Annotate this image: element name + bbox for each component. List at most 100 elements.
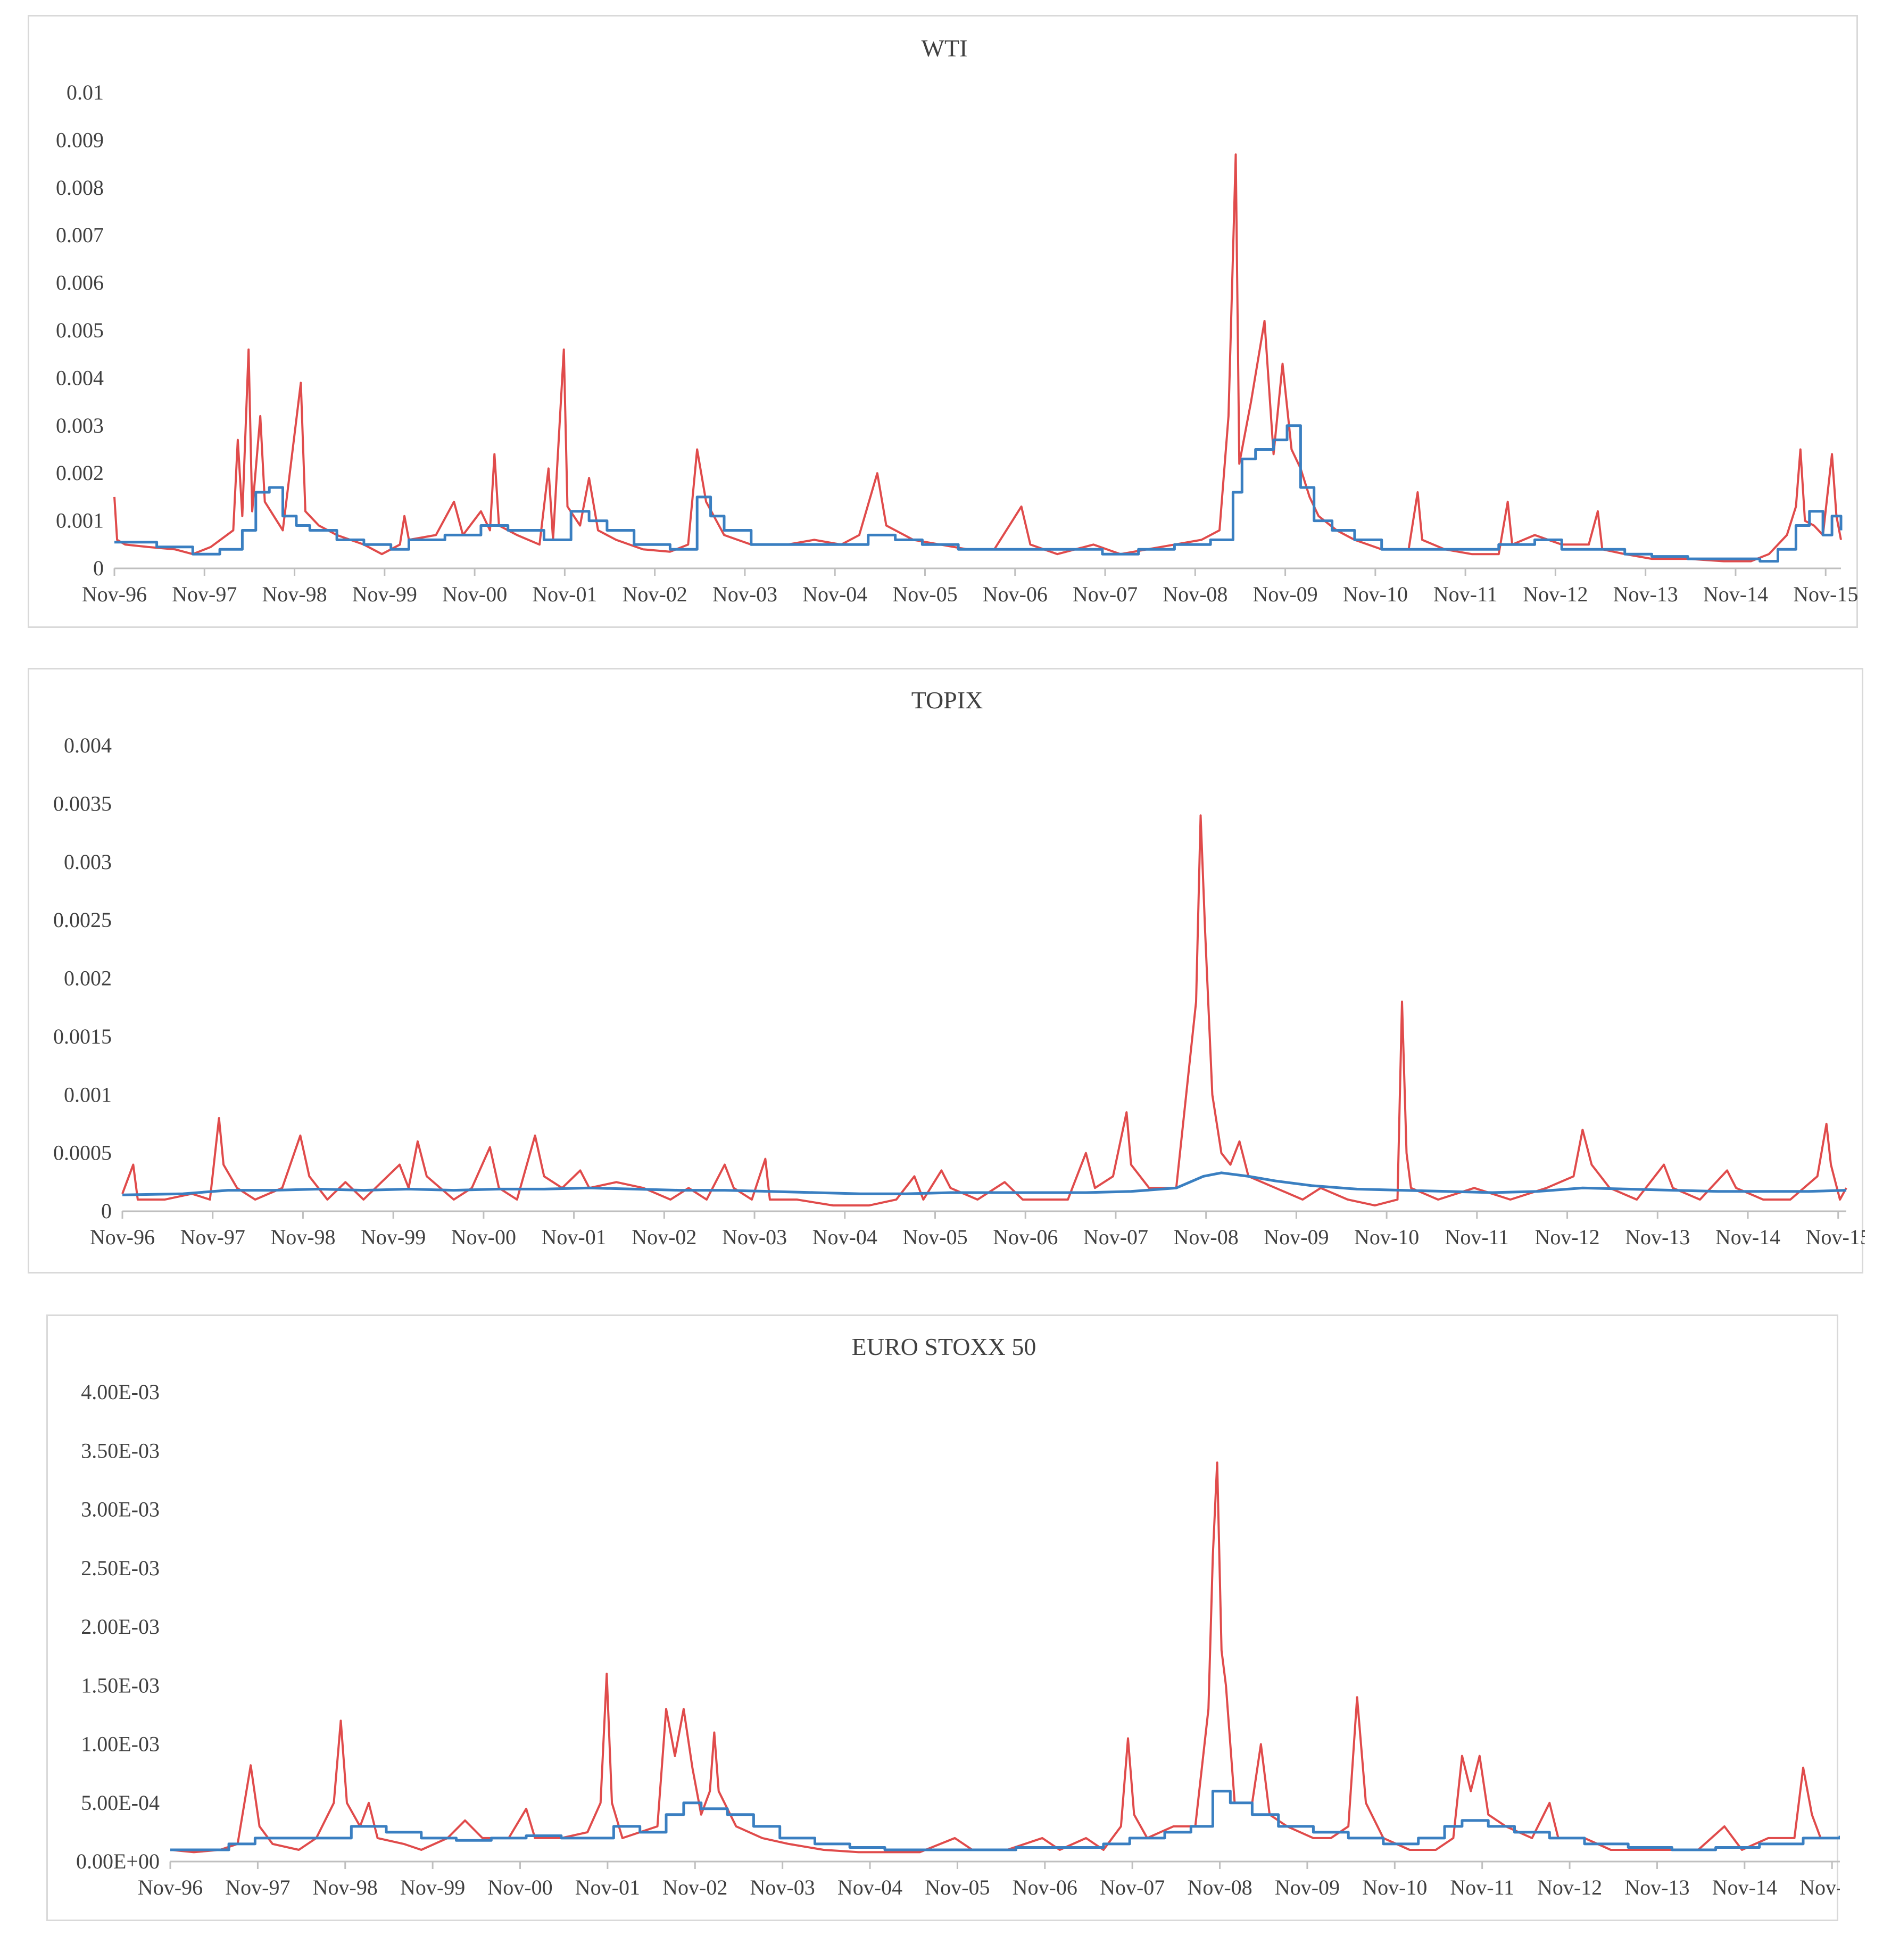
euro-stoxx-50-x-tick-label: Nov-07 <box>1100 1875 1165 1899</box>
topix-x-tick-label: Nov-98 <box>270 1225 335 1249</box>
euro-stoxx-50-x-tick-label: Nov-02 <box>662 1875 727 1899</box>
euro-stoxx-50-title: EURO STOXX 50 <box>852 1333 1036 1360</box>
euro-stoxx-50-x-tick-label: Nov-09 <box>1275 1875 1340 1899</box>
topix-x-tick-label: Nov-03 <box>722 1225 787 1249</box>
euro-stoxx-50-x-tick-label: Nov-05 <box>925 1875 990 1899</box>
wti-x-tick-label: Nov-10 <box>1343 582 1408 606</box>
topix-x-tick-label: Nov-01 <box>542 1225 607 1249</box>
chart-panel-wti: WTI 0 0.001 0.002 0.003 0.004 0.005 0.006 0.007 0… <box>28 15 1858 628</box>
euro-stoxx-50-x-tick-label: Nov-00 <box>487 1875 552 1899</box>
wti-x-tick-label: Nov-04 <box>802 582 867 606</box>
wti-x-tick-label: Nov-13 <box>1613 582 1678 606</box>
chart-topix: TOPIX 0 0.0005 0.001 0.0015 0.002 0.0025 0.003 0… <box>53 687 1865 1249</box>
euro-stoxx-50-x-tick-label: Nov-97 <box>225 1875 290 1899</box>
topix-title: TOPIX <box>911 687 983 714</box>
wti-y-tick-label: 0.008 <box>56 176 104 200</box>
euro-stoxx-50-y-tick-label: 5.00E-04 <box>81 1791 160 1815</box>
topix-x-tick-label: Nov-08 <box>1174 1225 1239 1249</box>
euro-stoxx-50-y-tick-label: 1.00E-03 <box>81 1732 160 1756</box>
euro-stoxx-50-y-tick-label: 2.50E-03 <box>81 1556 160 1580</box>
chart-panel-topix: TOPIX 0 0.0005 0.001 0.0015 0.002 0.0025 0.003 0… <box>28 668 1865 1273</box>
topix-x-tick-label: Nov-09 <box>1264 1225 1329 1249</box>
euro-stoxx-50-x-tick-label: Nov-96 <box>138 1875 203 1899</box>
euro-stoxx-50-y-tick-label: 3.50E-03 <box>81 1438 160 1462</box>
topix-x-tick-label: Nov-04 <box>812 1225 877 1249</box>
euro-stoxx-50-x-tick-label: Nov-11 <box>1450 1875 1514 1899</box>
topix-x-tick-label: Nov-05 <box>902 1225 967 1249</box>
topix-x-tick-label: Nov-97 <box>180 1225 245 1249</box>
wti-x-tick-label: Nov-12 <box>1523 582 1588 606</box>
wti-x-tick-label: Nov-98 <box>262 582 327 606</box>
topix-x-tick-label: Nov-07 <box>1083 1225 1148 1249</box>
topix-y-tick-label: 0.003 <box>64 850 112 874</box>
topix-series-blue-line <box>122 1171 1847 1196</box>
wti-y-tick-label: 0.001 <box>56 509 104 533</box>
wti-x-tick-label: Nov-06 <box>983 582 1048 606</box>
euro-stoxx-50-series-red-line <box>170 1461 1840 1854</box>
euro-stoxx-50-x-tick-label: Nov-01 <box>575 1875 640 1899</box>
wti-x-tick-label: Nov-11 <box>1433 582 1498 606</box>
wti-y-tick-label: 0 <box>93 556 104 580</box>
euro-stoxx-50-y-tick-label: 2.00E-03 <box>81 1615 160 1639</box>
topix-x-tick-label: Nov-99 <box>361 1225 426 1249</box>
chart-euro-stoxx-50: EURO STOXX 50 0.00E+00 5.00E-04 1.00E-03 1.5… <box>76 1333 1840 1899</box>
topix-x-tick-label: Nov-06 <box>993 1225 1058 1249</box>
wti-x-tick-label: Nov-07 <box>1073 582 1138 606</box>
topix-y-tick-label: 0.001 <box>64 1082 112 1106</box>
topix-y-tick-label: 0 <box>101 1199 112 1223</box>
chart-wti: WTI 0 0.001 0.002 0.003 0.004 0.005 0.006 0.007 0… <box>56 35 1858 606</box>
wti-y-tick-label: 0.005 <box>56 318 104 342</box>
wti-series-blue-line <box>114 424 1843 563</box>
wti-y-tick-label: 0.002 <box>56 461 104 485</box>
wti-x-tick-label: Nov-08 <box>1163 582 1227 606</box>
topix-y-tick-label: 0.004 <box>64 733 112 757</box>
wti-x-tick-label: Nov-02 <box>623 582 687 606</box>
wti-y-tick-label: 0.007 <box>56 223 104 247</box>
euro-stoxx-50-x-tick-label: Nov-15 <box>1799 1875 1840 1899</box>
wti-title: WTI <box>922 35 968 62</box>
wti-x-tick-label: Nov-97 <box>172 582 237 606</box>
euro-stoxx-50-x-tick-label: Nov-03 <box>750 1875 815 1899</box>
euro-stoxx-50-y-tick-label: 3.00E-03 <box>81 1498 160 1521</box>
topix-y-tick-label: 0.002 <box>64 966 112 990</box>
topix-x-tick-label: Nov-02 <box>632 1225 696 1249</box>
wti-y-tick-label: 0.003 <box>56 413 104 437</box>
wti-x-tick-label: Nov-14 <box>1703 582 1768 606</box>
euro-stoxx-50-x-tick-label: Nov-08 <box>1187 1875 1252 1899</box>
wti-x-tick-label: Nov-05 <box>892 582 957 606</box>
euro-stoxx-50-x-tick-label: Nov-10 <box>1362 1875 1427 1899</box>
topix-x-tick-label: Nov-15 <box>1806 1225 1865 1249</box>
wti-x-tick-label: Nov-99 <box>352 582 417 606</box>
wti-x-tick-label: Nov-15 <box>1793 582 1858 606</box>
wti-x-tick-label: Nov-03 <box>712 582 777 606</box>
wti-y-tick-label: 0.004 <box>56 366 104 390</box>
wti-y-tick-label: 0.01 <box>67 80 104 104</box>
wti-x-tick-label: Nov-96 <box>82 582 147 606</box>
wti-x-tick-label: Nov-01 <box>532 582 597 606</box>
wti-y-tick-label: 0.009 <box>56 128 104 152</box>
wti-y-tick-label: 0.006 <box>56 271 104 295</box>
topix-x-tick-label: Nov-10 <box>1354 1225 1419 1249</box>
euro-stoxx-50-x-tick-label: Nov-98 <box>313 1875 378 1899</box>
topix-y-tick-label: 0.0035 <box>53 791 112 815</box>
wti-x-tick-label: Nov-00 <box>442 582 507 606</box>
topix-x-tick-label: Nov-14 <box>1715 1225 1780 1249</box>
euro-stoxx-50-y-tick-label: 0.00E+00 <box>76 1849 160 1873</box>
euro-stoxx-50-y-tick-label: 1.50E-03 <box>81 1673 160 1697</box>
topix-y-tick-label: 0.0025 <box>53 908 112 932</box>
topix-y-tick-label: 0.0005 <box>53 1141 112 1165</box>
euro-stoxx-50-x-tick-label: Nov-04 <box>837 1875 902 1899</box>
chart-panel-euro-stoxx-50: EURO STOXX 50 0.00E+00 5.00E-04 1.00E-03 1.5… <box>46 1314 1840 1921</box>
topix-x-tick-label: Nov-13 <box>1625 1225 1690 1249</box>
topix-x-tick-label: Nov-11 <box>1445 1225 1509 1249</box>
euro-stoxx-50-x-tick-label: Nov-06 <box>1013 1875 1077 1899</box>
wti-series-red-line <box>113 153 1842 563</box>
topix-x-tick-label: Nov-00 <box>451 1225 516 1249</box>
topix-y-tick-label: 0.0015 <box>53 1024 112 1048</box>
euro-stoxx-50-x-tick-label: Nov-14 <box>1712 1875 1777 1899</box>
euro-stoxx-50-x-tick-label: Nov-99 <box>400 1875 465 1899</box>
topix-x-tick-label: Nov-96 <box>90 1225 155 1249</box>
euro-stoxx-50-x-tick-label: Nov-12 <box>1537 1875 1602 1899</box>
topix-series-red-line <box>121 814 1847 1207</box>
euro-stoxx-50-series-blue-line <box>170 1790 1840 1851</box>
